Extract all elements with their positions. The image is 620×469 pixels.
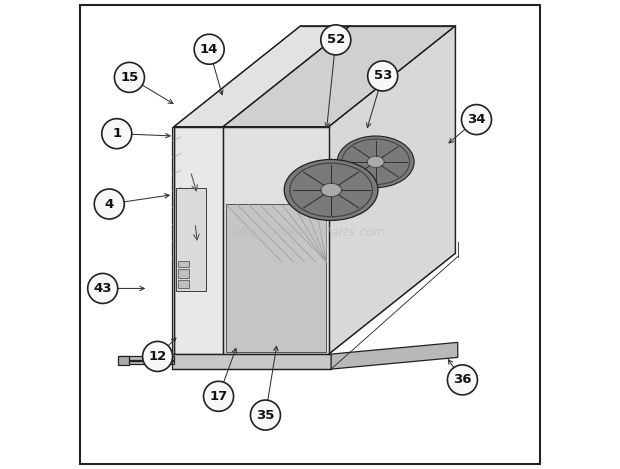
- Circle shape: [461, 105, 492, 135]
- Text: 34: 34: [467, 113, 485, 126]
- Text: 15: 15: [120, 71, 138, 84]
- Circle shape: [87, 273, 118, 303]
- Polygon shape: [223, 26, 455, 127]
- Ellipse shape: [284, 159, 378, 220]
- Text: 52: 52: [327, 33, 345, 46]
- Polygon shape: [226, 204, 326, 352]
- Polygon shape: [329, 26, 455, 354]
- Polygon shape: [174, 26, 350, 127]
- Circle shape: [115, 62, 144, 92]
- Polygon shape: [118, 356, 130, 365]
- Circle shape: [194, 34, 224, 64]
- Circle shape: [102, 119, 132, 149]
- Polygon shape: [178, 269, 190, 278]
- Circle shape: [203, 381, 234, 411]
- Text: 1: 1: [112, 127, 122, 140]
- Ellipse shape: [321, 183, 342, 197]
- Circle shape: [448, 365, 477, 395]
- Text: 36: 36: [453, 373, 472, 386]
- Ellipse shape: [337, 136, 414, 188]
- Circle shape: [94, 189, 124, 219]
- Circle shape: [250, 400, 280, 430]
- Polygon shape: [176, 188, 206, 291]
- Polygon shape: [174, 127, 223, 354]
- Polygon shape: [172, 127, 174, 354]
- Text: 53: 53: [373, 69, 392, 83]
- Text: 43: 43: [94, 282, 112, 295]
- Polygon shape: [178, 261, 190, 267]
- Polygon shape: [120, 356, 174, 360]
- Ellipse shape: [367, 156, 384, 167]
- Text: 14: 14: [200, 43, 218, 56]
- Polygon shape: [120, 361, 174, 364]
- Polygon shape: [223, 127, 329, 354]
- Polygon shape: [331, 342, 458, 369]
- Polygon shape: [178, 280, 190, 288]
- Circle shape: [143, 341, 172, 371]
- Text: eReplacementParts.com: eReplacementParts.com: [234, 226, 386, 239]
- Circle shape: [368, 61, 397, 91]
- Text: 35: 35: [256, 408, 275, 422]
- Text: 12: 12: [148, 350, 167, 363]
- Text: 17: 17: [210, 390, 228, 403]
- Text: 4: 4: [105, 197, 114, 211]
- Polygon shape: [172, 354, 331, 369]
- Circle shape: [321, 25, 351, 55]
